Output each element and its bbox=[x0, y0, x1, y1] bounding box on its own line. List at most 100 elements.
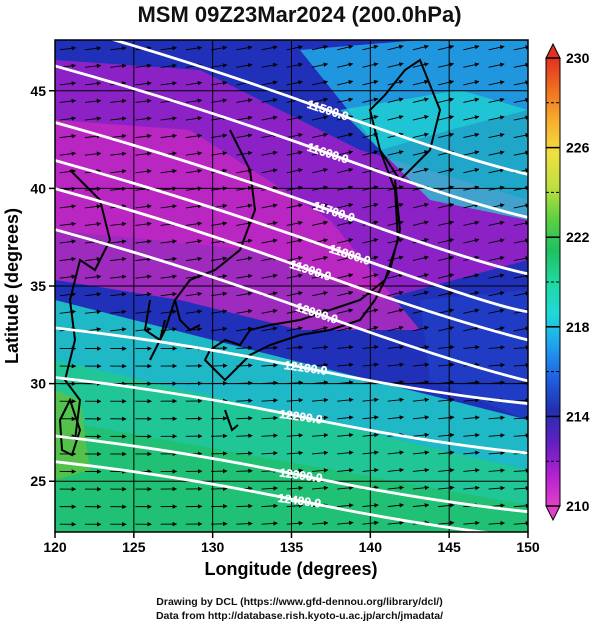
colorbar-label: 218 bbox=[566, 319, 590, 335]
wind-arrow bbox=[261, 398, 278, 403]
wind-arrow bbox=[337, 450, 354, 455]
wind-arrow bbox=[311, 97, 329, 103]
wind-arrow bbox=[84, 204, 102, 209]
contour-label: 12400.0 bbox=[277, 491, 322, 511]
wind-arrow bbox=[59, 116, 77, 121]
contour-line bbox=[55, 376, 528, 455]
wind-arrow bbox=[59, 309, 77, 315]
wind-arrow bbox=[286, 468, 304, 473]
wind-arrow bbox=[438, 238, 455, 244]
contour-line bbox=[55, 159, 528, 314]
wind-arrow bbox=[135, 309, 152, 315]
wind-arrow bbox=[110, 327, 127, 332]
wind-arrow bbox=[337, 290, 354, 297]
wind-arrow bbox=[438, 345, 455, 350]
y-tick-label: 35 bbox=[30, 278, 46, 294]
wind-arrow bbox=[236, 221, 253, 226]
wind-arrow bbox=[59, 221, 77, 227]
contour-line bbox=[55, 64, 528, 219]
wind-arrow bbox=[261, 238, 278, 244]
wind-arrow bbox=[261, 45, 278, 51]
wind-arrow bbox=[185, 151, 203, 156]
wind-arrow bbox=[236, 150, 253, 156]
wind-arrow bbox=[463, 132, 480, 139]
wind-arrow bbox=[412, 202, 429, 209]
wind-arrow bbox=[337, 397, 354, 403]
wind-arrow bbox=[463, 167, 480, 174]
wind-arrow bbox=[387, 362, 405, 367]
wind-arrow bbox=[261, 62, 278, 68]
wind-arrow bbox=[185, 256, 203, 262]
wind-arrow bbox=[110, 186, 127, 192]
wind-arrow bbox=[337, 79, 354, 86]
wind-arrow bbox=[463, 397, 480, 403]
wind-arrow bbox=[84, 309, 102, 315]
wind-arrow bbox=[311, 255, 329, 262]
wind-arrow bbox=[236, 380, 253, 386]
wind-arrow bbox=[438, 273, 455, 279]
wind-arrow bbox=[110, 98, 127, 104]
wind-arrow bbox=[513, 45, 528, 51]
wind-arrow bbox=[211, 291, 228, 297]
wind-arrow bbox=[311, 520, 329, 526]
wind-arrow bbox=[185, 239, 203, 244]
wind-arrow bbox=[362, 79, 379, 86]
wind-arrow bbox=[337, 362, 354, 368]
wind-arrow bbox=[513, 256, 528, 262]
wind-arrow bbox=[261, 345, 278, 350]
wind-arrow bbox=[463, 80, 480, 86]
wind-arrow bbox=[286, 80, 303, 86]
wind-arrow bbox=[362, 415, 379, 420]
wind-arrow bbox=[488, 185, 505, 191]
contour-label: 12200.0 bbox=[279, 407, 324, 427]
wind-arrow bbox=[362, 308, 379, 314]
wind-arrow bbox=[286, 345, 304, 350]
credit-drawing: Drawing by DCL (https://www.gfd-dennou.o… bbox=[156, 596, 443, 608]
wind-arrow bbox=[513, 220, 528, 226]
wind-arrow bbox=[438, 220, 455, 226]
wind-arrow bbox=[438, 79, 455, 86]
wind-arrow bbox=[286, 485, 304, 491]
wind-arrow bbox=[286, 308, 303, 314]
wind-arrow bbox=[84, 46, 102, 51]
wind-arrow bbox=[488, 362, 505, 368]
wind-arrow bbox=[261, 450, 278, 456]
wind-arrow bbox=[261, 115, 278, 121]
wind-arrow bbox=[412, 325, 429, 332]
wind-arrow bbox=[513, 185, 528, 191]
wind-arrow bbox=[236, 98, 253, 103]
wind-arrow bbox=[135, 151, 152, 156]
wind-arrow bbox=[261, 486, 278, 491]
wind-arrow bbox=[311, 380, 329, 385]
wind-arrow bbox=[211, 151, 228, 156]
wind-arrow bbox=[110, 133, 127, 139]
wind-arrow bbox=[236, 238, 253, 244]
wind-arrow bbox=[412, 97, 429, 103]
wind-arrow bbox=[387, 467, 405, 473]
contour-line bbox=[55, 187, 528, 342]
wind-arrow bbox=[236, 133, 253, 139]
wind-arrow bbox=[438, 397, 455, 403]
wind-arrow bbox=[236, 433, 253, 439]
wind-arrow bbox=[160, 63, 177, 68]
colorbar-label: 222 bbox=[566, 229, 590, 245]
wind-arrow bbox=[160, 274, 177, 279]
wind-arrow bbox=[488, 45, 505, 51]
wind-arrow bbox=[438, 115, 455, 121]
wind-arrow bbox=[135, 256, 152, 262]
wind-arrow bbox=[488, 132, 505, 139]
wind-arrow bbox=[311, 485, 329, 491]
wind-arrow bbox=[513, 503, 528, 509]
wind-arrow bbox=[236, 291, 253, 297]
wind-arrow bbox=[286, 433, 304, 438]
wind-arrow bbox=[438, 485, 455, 491]
wind-arrow bbox=[362, 238, 379, 244]
wind-arrow bbox=[337, 220, 354, 226]
wind-arrow bbox=[513, 345, 528, 350]
wind-arrow bbox=[513, 363, 528, 368]
wind-arrow bbox=[337, 273, 354, 279]
wind-arrow bbox=[311, 185, 329, 191]
wind-arrow bbox=[160, 45, 177, 51]
wind-arrow bbox=[135, 274, 152, 279]
wind-arrow bbox=[387, 150, 404, 156]
